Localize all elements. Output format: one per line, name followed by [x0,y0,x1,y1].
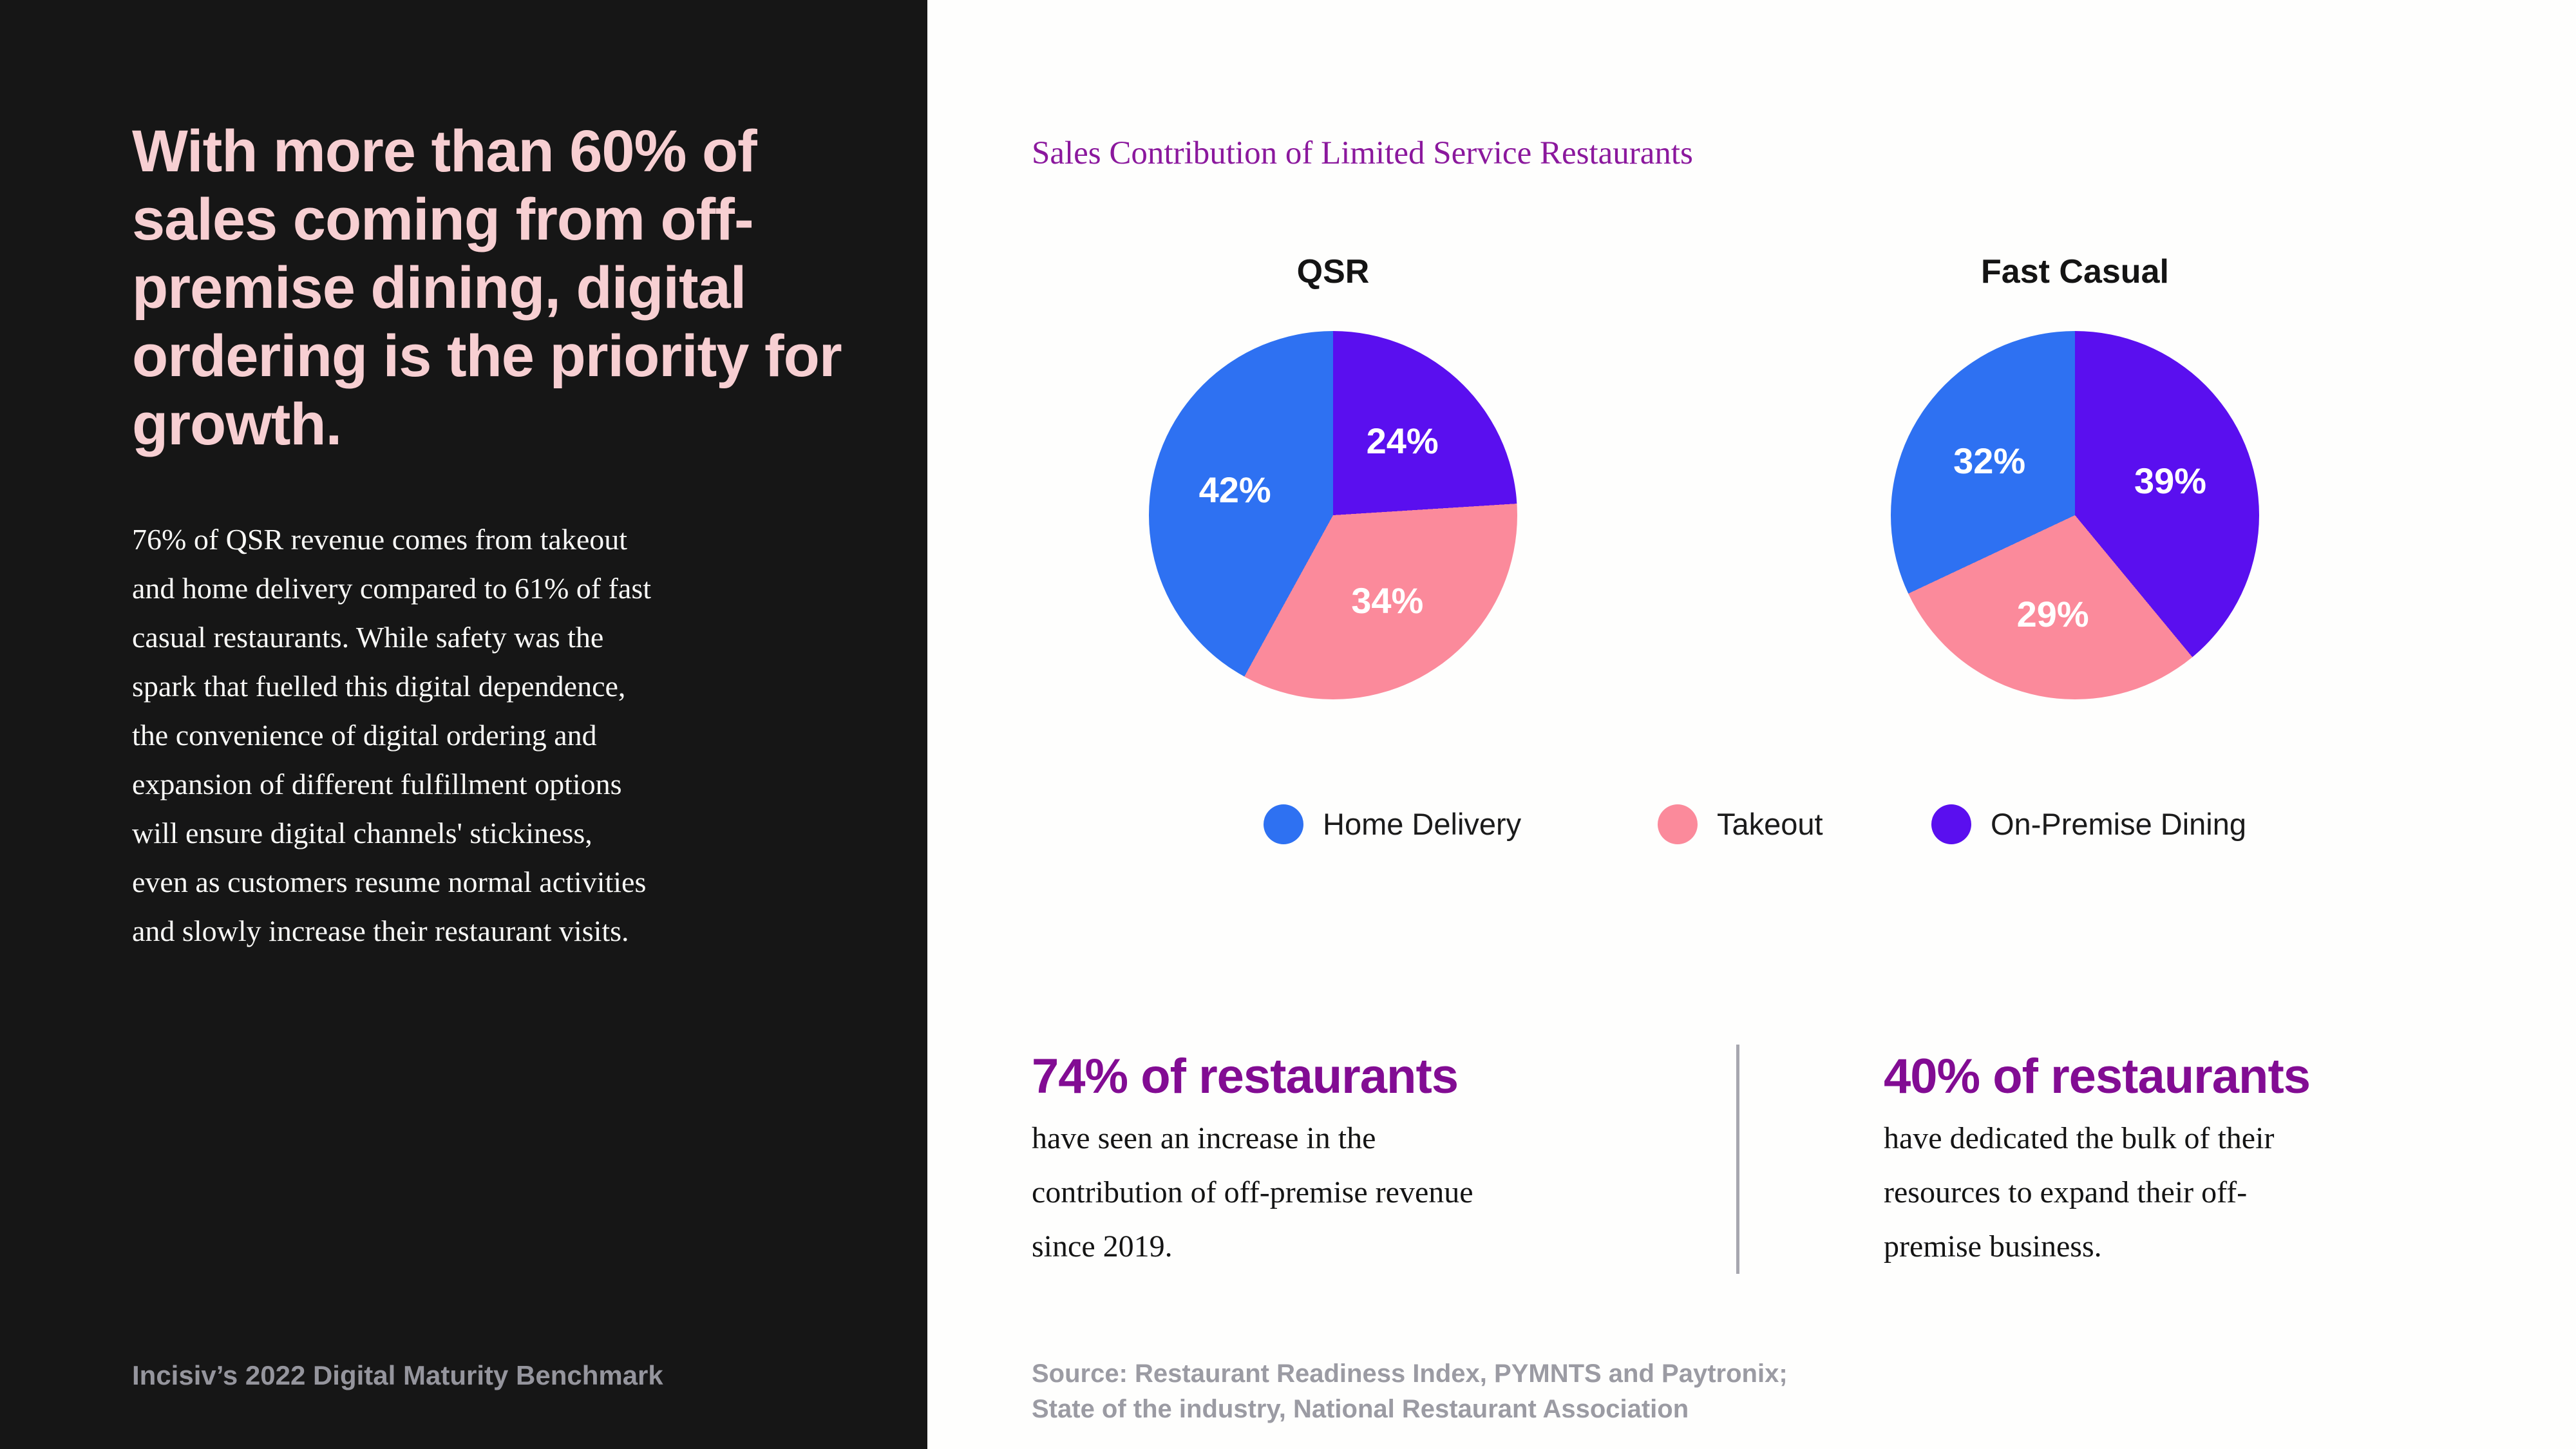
legend-dot-takeout-icon [1658,804,1698,844]
stat-description-74: have seen an increase in the contributio… [1032,1121,1473,1264]
pie-title-qsr: QSR [1296,253,1370,290]
pie-slice-label: 24% [1366,421,1439,462]
main-panel: Sales Contribution of Limited Service Re… [927,0,2576,1449]
pie-title-fast-casual: Fast Casual [1981,253,2169,290]
pie-slice-label: 32% [1953,440,2026,481]
source-note: Source: Restaurant Readiness Index, PYMN… [1032,1359,1788,1423]
legend-item-on-premise: On-Premise Dining [1931,804,2246,844]
legend-item-home-delivery: Home Delivery [1264,804,1521,844]
legend-dot-on-premise-icon [1931,804,1971,844]
pie-slice-label: 29% [2016,593,2089,634]
legend-label-home-delivery: Home Delivery [1323,807,1522,841]
sidebar: With more than 60% of sales coming from … [0,0,927,1449]
legend-item-takeout: Takeout [1658,804,1823,844]
pie-slice-label: 39% [2134,460,2207,501]
sidebar-heading: With more than 60% of sales coming from … [132,118,842,457]
legend-label-on-premise: On-Premise Dining [1991,807,2247,841]
stats-divider [1736,1045,1739,1274]
chart-title: Sales Contribution of Limited Service Re… [1032,135,1693,171]
pie-chart-qsr: 24% 34% 42% [1149,331,1517,699]
stat-description-40: have dedicated the bulk of their resourc… [1884,1121,2275,1264]
pie-slice-label: 34% [1351,580,1424,621]
stat-headline-74: 74% of restaurants [1032,1049,1459,1104]
benchmark-footnote: Incisiv’s 2022 Digital Maturity Benchmar… [132,1360,663,1390]
pie-chart-fast-casual: 39% 29% 32% [1891,331,2259,699]
legend-dot-home-delivery-icon [1264,804,1303,844]
stat-headline-40: 40% of restaurants [1884,1049,2311,1104]
sidebar-paragraph: 76% of QSR revenue comes from takeout an… [132,523,652,947]
pie-slice-label: 42% [1198,469,1271,510]
legend-label-takeout: Takeout [1717,807,1823,841]
